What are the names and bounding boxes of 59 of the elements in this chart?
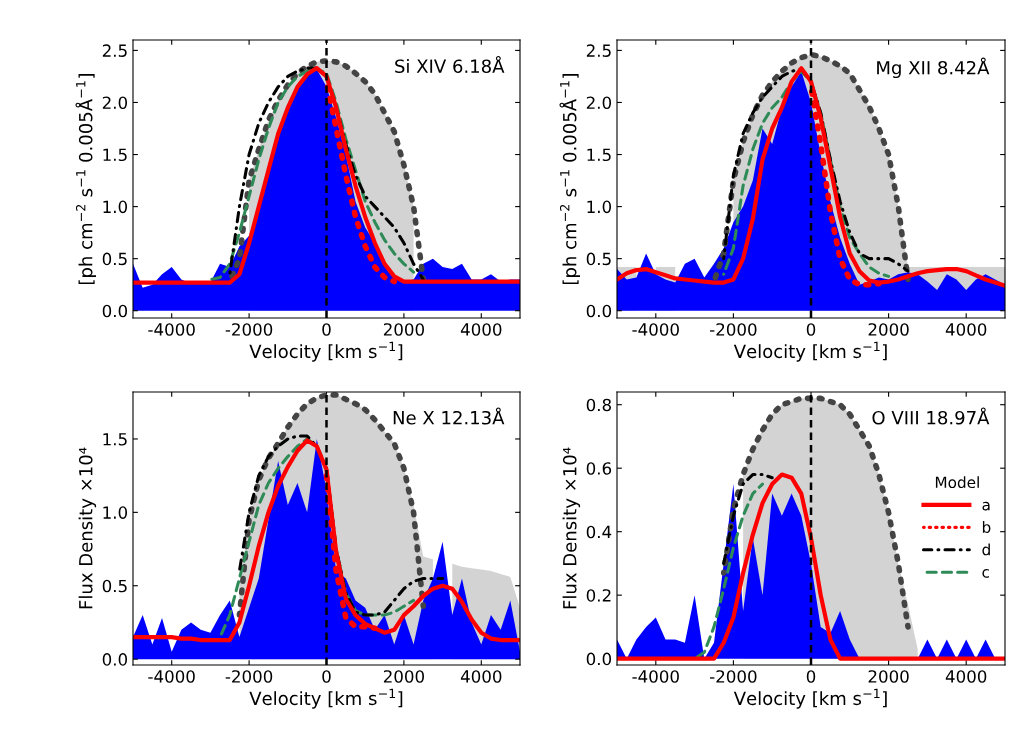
x-tick-label: -4000 <box>148 670 195 683</box>
x-tick-label: 4000 <box>945 670 987 683</box>
x-tick-label: 4000 <box>945 323 987 336</box>
legend-label: b <box>982 521 991 533</box>
x-tick-label: 0 <box>322 323 331 336</box>
y-tick-label: 0.5 <box>102 252 127 266</box>
y-tick-label: 0.0 <box>586 652 612 666</box>
annotation: Mg XII 8.42Å <box>877 57 990 79</box>
legend-label: c <box>982 569 989 578</box>
x-axis-title: Velocity [km s$^{−1}$] <box>249 688 403 709</box>
x-tick-label: 2000 <box>868 670 909 683</box>
legend-title: Model <box>935 476 979 489</box>
y-axis-title: Flux Density ×10⁴ <box>78 447 97 609</box>
y-tick-label: 0.8 <box>586 398 611 412</box>
y-tick-label: 1.0 <box>103 200 128 214</box>
y-tick-label: 1.5 <box>103 148 127 162</box>
x-tick-label: -4000 <box>148 323 195 336</box>
x-tick-label: -2000 <box>225 323 273 336</box>
line-series <box>722 473 774 565</box>
y-tick-label: 0.4 <box>586 525 612 539</box>
x-axis-title: Velocity [km s$^{−1}$] <box>733 688 887 709</box>
x-tick-label: 0 <box>322 670 331 683</box>
y-tick-label: 1.0 <box>587 200 612 214</box>
y-tick-label: 0.0 <box>102 304 128 318</box>
y-tick-label: 0.6 <box>586 462 612 475</box>
x-tick-label: 2000 <box>868 323 909 336</box>
x-tick-label: -2000 <box>225 670 273 683</box>
x-tick-label: 2000 <box>383 323 424 336</box>
x-tick-label: 2000 <box>383 670 424 683</box>
y-tick-label: 1.5 <box>103 433 127 446</box>
x-axis-title: Velocity [km s$^{−1}$] <box>249 341 403 362</box>
x-tick-label: 4000 <box>460 323 502 336</box>
x-axis-title: Velocity [km s$^{−1}$] <box>733 341 887 362</box>
legend-label: d <box>982 543 990 556</box>
y-axis-title: [ph cm$^{−2}$ s$^{−1}$ 0.005Å$^{−1}$] <box>559 74 581 285</box>
annotation: O VIII 18.97Å <box>872 407 990 425</box>
y-tick-label: 2.0 <box>586 96 612 110</box>
annotation: Ne X 12.13Å <box>393 407 505 425</box>
x-tick-label: 0 <box>806 323 816 336</box>
y-tick-label: 2.5 <box>586 44 611 57</box>
y-tick-label: 0.0 <box>102 653 128 666</box>
x-tick-label: 0 <box>806 670 816 683</box>
y-tick-label: 1.0 <box>103 506 128 519</box>
legend-label: a <box>982 501 990 511</box>
y-axis-title: Flux Density ×10⁴ <box>562 447 581 609</box>
x-tick-label: -2000 <box>710 670 757 683</box>
y-axis-title: [ph cm$^{−2}$ s$^{−1}$ 0.005Å$^{−1}$] <box>75 74 97 285</box>
y-tick-label: 2.0 <box>102 96 128 110</box>
x-tick-label: 4000 <box>460 670 502 683</box>
y-tick-label: 1.5 <box>587 148 611 162</box>
y-tick-label: 0.2 <box>586 589 611 602</box>
y-tick-label: 0.0 <box>586 304 612 318</box>
annotation: Si XIV 6.18Å <box>395 56 505 74</box>
x-tick-label: -4000 <box>632 323 679 336</box>
y-tick-label: 0.5 <box>102 579 127 593</box>
x-tick-label: -2000 <box>710 323 757 336</box>
x-tick-label: -4000 <box>632 670 679 683</box>
y-tick-label: 0.5 <box>586 252 611 266</box>
y-tick-label: 2.5 <box>102 44 127 57</box>
